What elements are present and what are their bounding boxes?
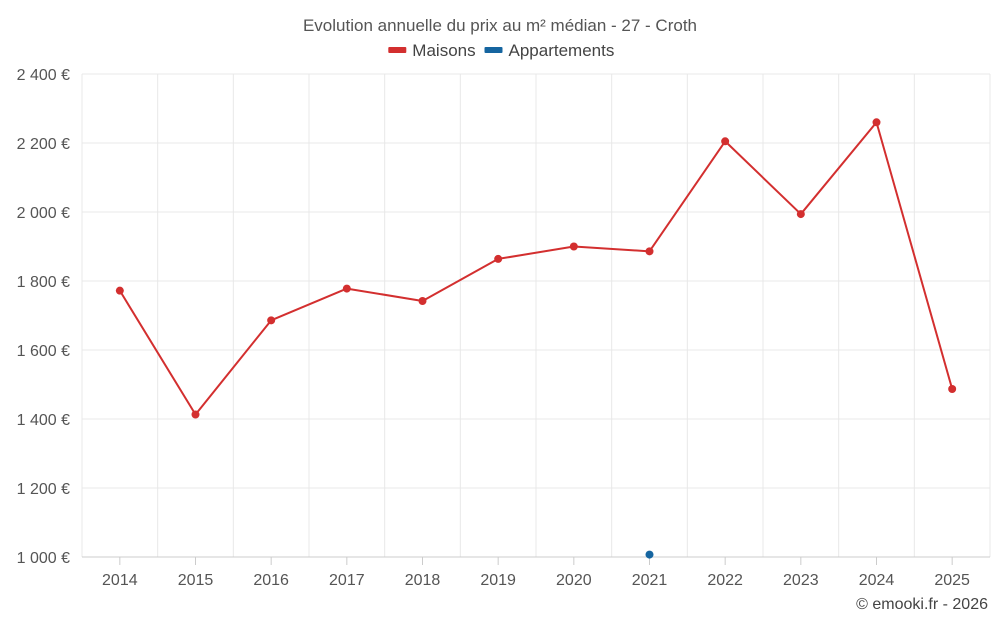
legend-item-maisons: Maisons <box>388 41 476 60</box>
legend-label: Appartements <box>509 41 615 60</box>
y-tick-label: 1 200 € <box>17 481 70 498</box>
x-tick-label: 2025 <box>934 572 970 589</box>
y-tick-label: 1 600 € <box>17 343 70 360</box>
data-point <box>418 297 427 306</box>
legend-label: Maisons <box>412 41 475 60</box>
legend-swatch <box>388 47 407 53</box>
x-tick-label: 2023 <box>783 572 819 589</box>
series-maisons <box>115 118 957 419</box>
data-point <box>569 242 578 251</box>
data-point <box>342 284 351 293</box>
legend-item-appartements: Appartements <box>484 41 615 60</box>
data-point <box>191 410 200 419</box>
data-point <box>645 550 654 559</box>
x-tick-label: 2020 <box>556 572 592 589</box>
legend-swatch <box>484 47 503 53</box>
data-point <box>267 316 276 325</box>
axes: 1 000 € 1 200 € 1 400 € 1 600 € 1 800 € 2 000… <box>17 67 990 589</box>
y-tick-label: 1 800 € <box>17 274 70 291</box>
y-tick-label: 1 000 € <box>17 550 70 567</box>
y-tick-label: 2 000 € <box>17 205 70 222</box>
series-appartements <box>645 550 654 559</box>
x-tick-label: 2021 <box>632 572 668 589</box>
series-line-maisons <box>118 121 954 416</box>
x-tick-label: 2014 <box>102 572 138 589</box>
x-tick-label: 2019 <box>480 572 516 589</box>
x-tick-label: 2024 <box>859 572 895 589</box>
credit-text: © emooki.fr - 2026 <box>856 596 988 613</box>
legend: Maisons Appartements <box>388 41 614 60</box>
y-tick-label: 2 200 € <box>17 136 70 153</box>
x-tick-label: 2018 <box>405 572 441 589</box>
x-tick-label: 2022 <box>707 572 743 589</box>
x-tick-label: 2016 <box>253 572 289 589</box>
data-point <box>645 247 654 256</box>
data-point <box>494 254 503 263</box>
data-point <box>115 286 124 295</box>
data-point <box>948 384 957 393</box>
y-tick-label: 1 400 € <box>17 412 70 429</box>
series <box>115 118 957 559</box>
data-point <box>796 210 805 219</box>
grid <box>81 73 991 557</box>
x-tick-label: 2017 <box>329 572 365 589</box>
x-tick-label: 2015 <box>178 572 214 589</box>
data-point <box>872 118 881 127</box>
chart-title: Evolution annuelle du prix au m² médian … <box>303 16 697 35</box>
y-tick-label: 2 400 € <box>17 67 70 84</box>
data-point <box>721 137 730 146</box>
